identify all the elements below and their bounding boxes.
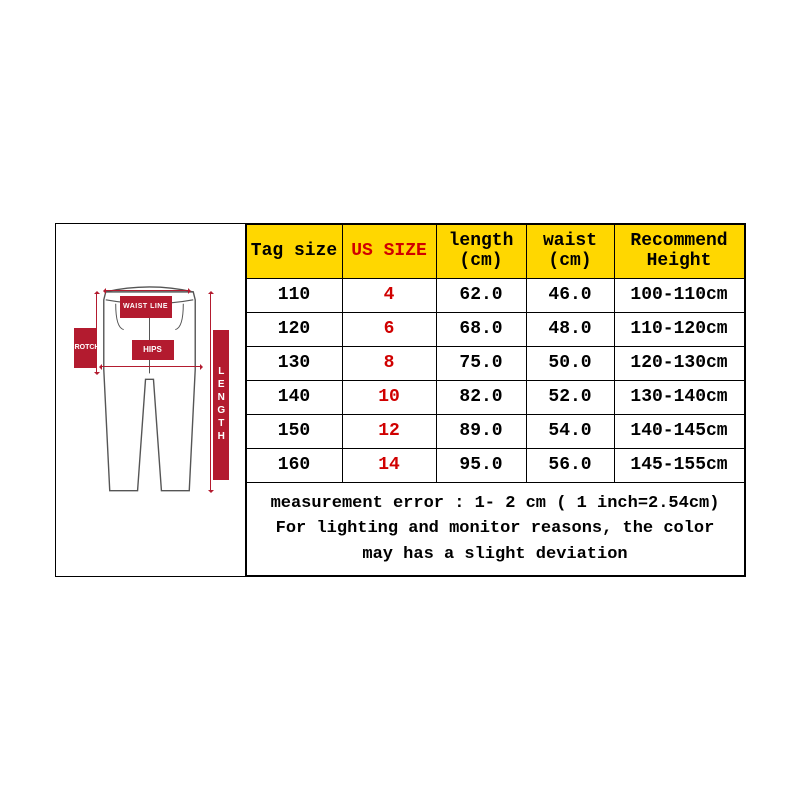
- size-table: Tag sizeUS SIZElength(cm)waist(cm)Recomm…: [246, 224, 745, 577]
- cell-len: 82.0: [436, 380, 526, 414]
- header-row: Tag sizeUS SIZElength(cm)waist(cm)Recomm…: [246, 224, 744, 278]
- table-body: 110462.046.0100-110cm120668.048.0110-120…: [246, 278, 744, 482]
- col-header-us: US SIZE: [342, 224, 436, 278]
- crotch-arrow: [96, 292, 97, 374]
- cell-waist: 54.0: [526, 414, 614, 448]
- waist-arrow: [104, 290, 190, 291]
- table-row: 1601495.056.0145-155cm: [246, 448, 744, 482]
- cell-rec: 110-120cm: [614, 312, 744, 346]
- cell-us: 8: [342, 346, 436, 380]
- table-row: 1401082.052.0130-140cm: [246, 380, 744, 414]
- cell-rec: 100-110cm: [614, 278, 744, 312]
- cell-us: 14: [342, 448, 436, 482]
- length-arrow: [210, 292, 211, 492]
- cell-waist: 56.0: [526, 448, 614, 482]
- hips-arrow: [100, 366, 202, 367]
- cell-tag: 110: [246, 278, 342, 312]
- col-header-len: length(cm): [436, 224, 526, 278]
- cell-waist: 46.0: [526, 278, 614, 312]
- waist-label: WAIST LINE: [120, 296, 172, 318]
- crotch-label: CROTCH: [74, 328, 96, 368]
- cell-us: 12: [342, 414, 436, 448]
- cell-us: 4: [342, 278, 436, 312]
- cell-rec: 130-140cm: [614, 380, 744, 414]
- length-label: LENGTH: [213, 330, 229, 480]
- cell-tag: 140: [246, 380, 342, 414]
- cell-len: 95.0: [436, 448, 526, 482]
- cell-rec: 120-130cm: [614, 346, 744, 380]
- cell-len: 75.0: [436, 346, 526, 380]
- hips-label: HIPS: [132, 340, 174, 360]
- cell-tag: 120: [246, 312, 342, 346]
- table-row: 1501289.054.0140-145cm: [246, 414, 744, 448]
- pants-diagram-cell: WAIST LINE HIPS CROTCH LENGTH: [56, 224, 246, 577]
- cell-rec: 140-145cm: [614, 414, 744, 448]
- table-footer: measurement error : 1- 2 cm ( 1 inch=2.5…: [246, 482, 744, 576]
- table-row: 110462.046.0100-110cm: [246, 278, 744, 312]
- cell-us: 10: [342, 380, 436, 414]
- col-header-tag: Tag size: [246, 224, 342, 278]
- size-chart-container: WAIST LINE HIPS CROTCH LENGTH Tag sizeUS…: [55, 223, 746, 578]
- col-header-waist: waist(cm): [526, 224, 614, 278]
- table-row: 130875.050.0120-130cm: [246, 346, 744, 380]
- cell-tag: 150: [246, 414, 342, 448]
- cell-waist: 50.0: [526, 346, 614, 380]
- footer-note: measurement error : 1- 2 cm ( 1 inch=2.5…: [246, 482, 744, 576]
- col-header-rec: RecommendHeight: [614, 224, 744, 278]
- cell-waist: 48.0: [526, 312, 614, 346]
- cell-len: 89.0: [436, 414, 526, 448]
- table-head: Tag sizeUS SIZElength(cm)waist(cm)Recomm…: [246, 224, 744, 278]
- cell-rec: 145-155cm: [614, 448, 744, 482]
- cell-tag: 160: [246, 448, 342, 482]
- cell-len: 62.0: [436, 278, 526, 312]
- cell-waist: 52.0: [526, 380, 614, 414]
- cell-us: 6: [342, 312, 436, 346]
- table-row: 120668.048.0110-120cm: [246, 312, 744, 346]
- cell-tag: 130: [246, 346, 342, 380]
- cell-len: 68.0: [436, 312, 526, 346]
- pants-diagram: WAIST LINE HIPS CROTCH LENGTH: [66, 270, 235, 530]
